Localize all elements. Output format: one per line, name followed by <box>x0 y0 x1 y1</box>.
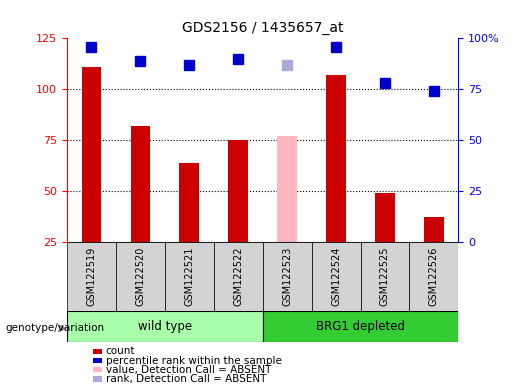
Text: GSM122522: GSM122522 <box>233 247 243 306</box>
Bar <box>409 242 458 311</box>
Bar <box>214 242 263 311</box>
Bar <box>312 242 360 311</box>
Text: value, Detection Call = ABSENT: value, Detection Call = ABSENT <box>106 365 271 375</box>
Text: BRG1 depleted: BRG1 depleted <box>316 320 405 333</box>
Bar <box>375 193 395 242</box>
Text: GSM122525: GSM122525 <box>380 247 390 306</box>
Text: percentile rank within the sample: percentile rank within the sample <box>106 356 282 366</box>
Bar <box>131 126 150 242</box>
Bar <box>93 376 102 382</box>
Text: count: count <box>106 346 135 356</box>
Bar <box>229 140 248 242</box>
Bar <box>93 349 102 354</box>
Bar <box>278 136 297 242</box>
Bar <box>360 242 409 311</box>
Text: GSM122521: GSM122521 <box>184 247 194 306</box>
Text: GSM122526: GSM122526 <box>429 247 439 306</box>
Text: wild type: wild type <box>138 320 192 333</box>
Bar <box>67 242 116 311</box>
Text: GSM122520: GSM122520 <box>135 247 145 306</box>
Bar <box>82 67 101 242</box>
Bar <box>116 242 165 311</box>
Bar <box>327 75 346 242</box>
Bar <box>93 367 102 372</box>
Bar <box>165 242 214 311</box>
Bar <box>424 217 444 242</box>
Text: rank, Detection Call = ABSENT: rank, Detection Call = ABSENT <box>106 374 266 384</box>
Bar <box>67 311 263 342</box>
Title: GDS2156 / 1435657_at: GDS2156 / 1435657_at <box>182 21 344 35</box>
Bar <box>263 311 458 342</box>
Bar <box>263 242 312 311</box>
Text: GSM122519: GSM122519 <box>87 247 96 306</box>
Text: GSM122523: GSM122523 <box>282 247 292 306</box>
Bar <box>180 162 199 242</box>
Text: genotype/variation: genotype/variation <box>5 323 104 333</box>
Bar <box>93 358 102 363</box>
Text: GSM122524: GSM122524 <box>331 247 341 306</box>
